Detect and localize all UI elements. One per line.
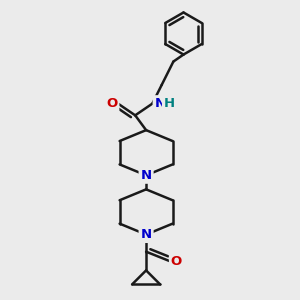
Text: O: O — [171, 254, 182, 268]
Text: N: N — [140, 228, 152, 241]
Text: N: N — [154, 97, 166, 110]
Text: N: N — [140, 169, 152, 182]
Text: O: O — [106, 97, 117, 110]
Text: H: H — [164, 97, 175, 110]
